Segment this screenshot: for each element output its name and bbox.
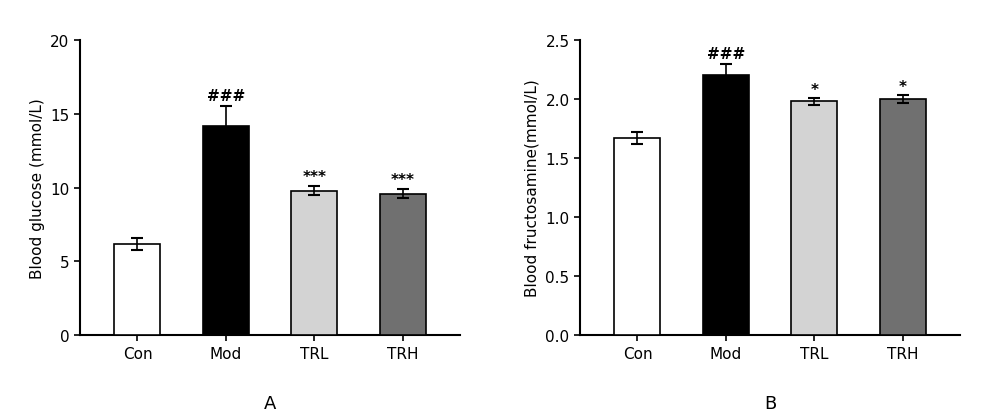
Bar: [791, 102, 837, 335]
Text: B: B: [764, 394, 776, 409]
Text: A: A: [264, 394, 276, 409]
Bar: [880, 100, 926, 335]
Bar: [114, 244, 160, 335]
Y-axis label: Blood fructosamine(mmol/L): Blood fructosamine(mmol/L): [525, 79, 540, 297]
Text: ###: ###: [707, 47, 745, 62]
Bar: [703, 76, 749, 335]
Text: *: *: [810, 83, 818, 97]
Text: ***: ***: [391, 173, 415, 187]
Bar: [614, 139, 660, 335]
Bar: [291, 191, 337, 335]
Text: ###: ###: [207, 89, 245, 104]
Text: ***: ***: [302, 169, 326, 184]
Bar: [380, 194, 426, 335]
Bar: [203, 126, 249, 335]
Y-axis label: Blood glucose (mmol/L): Blood glucose (mmol/L): [30, 98, 45, 278]
Text: *: *: [899, 80, 907, 95]
